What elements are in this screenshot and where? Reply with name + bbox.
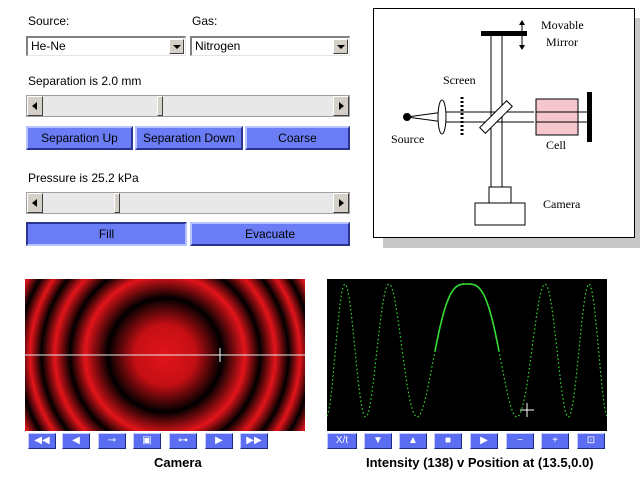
scale-up-button[interactable]: ▲	[399, 433, 427, 449]
lens-icon	[437, 99, 447, 135]
fixed-mirror-icon	[587, 92, 592, 142]
source-label: Source:	[28, 14, 70, 28]
scroll-left-icon[interactable]	[27, 193, 43, 213]
source-select[interactable]: He-Ne	[26, 36, 186, 56]
fill-button[interactable]: Fill	[26, 222, 187, 246]
camera-body-icon	[474, 202, 526, 226]
coarse-button[interactable]: Coarse	[245, 126, 350, 150]
source-label-diagram: Source	[391, 132, 425, 146]
separation-readout: Separation is 2.0 mm	[28, 74, 142, 88]
separation-slider-thumb[interactable]	[156, 96, 163, 116]
intensity-trace-peak	[434, 283, 500, 352]
play-button[interactable]: ▶	[470, 433, 498, 449]
separation-down-button[interactable]: Separation Down	[135, 126, 243, 150]
camera-caption: Camera	[154, 455, 202, 470]
zoom-in-button[interactable]: ⊶	[169, 433, 197, 449]
gas-select[interactable]: Nitrogen	[190, 36, 350, 56]
movable-mirror-icon	[481, 31, 527, 36]
rewind-fast-button[interactable]: ◀◀	[28, 433, 56, 449]
movable-mirror-label-2: Mirror	[546, 35, 578, 49]
movable-mirror-label: Movable	[541, 18, 584, 32]
zoom-out-button[interactable]: ⊸	[98, 433, 126, 449]
step-forward-button[interactable]: ▶	[205, 433, 233, 449]
intensity-plot-background	[327, 279, 607, 431]
scroll-left-icon[interactable]	[27, 96, 43, 116]
gas-select-value: Nitrogen	[195, 39, 241, 53]
evacuate-button[interactable]: Evacuate	[190, 222, 350, 246]
cell-label: Cell	[546, 138, 566, 152]
stop-button[interactable]: ■	[434, 433, 462, 449]
scroll-right-icon[interactable]	[333, 96, 349, 116]
screen-label: Screen	[443, 73, 476, 87]
scale-down-button[interactable]: ▼	[364, 433, 392, 449]
source-icon	[403, 113, 411, 121]
separation-slider[interactable]	[26, 95, 350, 117]
gas-cell-icon	[535, 98, 579, 136]
scroll-right-icon[interactable]	[333, 193, 349, 213]
reset-view-button[interactable]: ▣	[133, 433, 161, 449]
zoom-minus-button[interactable]: −	[506, 433, 534, 449]
pressure-readout: Pressure is 25.2 kPa	[28, 171, 139, 185]
camera-label-diagram: Camera	[543, 197, 581, 211]
fit-view-button[interactable]: ⊡	[577, 433, 605, 449]
separation-up-button[interactable]: Separation Up	[26, 126, 133, 150]
source-select-value: He-Ne	[31, 39, 66, 53]
zoom-plus-button[interactable]: +	[541, 433, 569, 449]
diagram-frame: Movable Mirror Screen Source Cell Camera	[373, 8, 635, 238]
camera-view[interactable]	[25, 279, 305, 431]
beam-splitter-icon	[479, 100, 513, 134]
step-back-button[interactable]: ◀	[62, 433, 90, 449]
chevron-down-icon[interactable]	[169, 39, 184, 54]
chevron-down-icon[interactable]	[333, 39, 348, 54]
xt-toggle-button[interactable]: X/t	[327, 433, 357, 449]
intensity-plot[interactable]	[327, 279, 607, 431]
apparatus-drawing	[403, 20, 592, 226]
gas-label: Gas:	[192, 14, 218, 28]
intensity-caption: Intensity (138) v Position at (13.5,0.0)	[366, 455, 594, 470]
pressure-slider[interactable]	[26, 192, 350, 214]
forward-fast-button[interactable]: ▶▶	[240, 433, 268, 449]
pressure-slider-thumb[interactable]	[114, 193, 120, 213]
camera-lens-icon	[488, 186, 512, 204]
